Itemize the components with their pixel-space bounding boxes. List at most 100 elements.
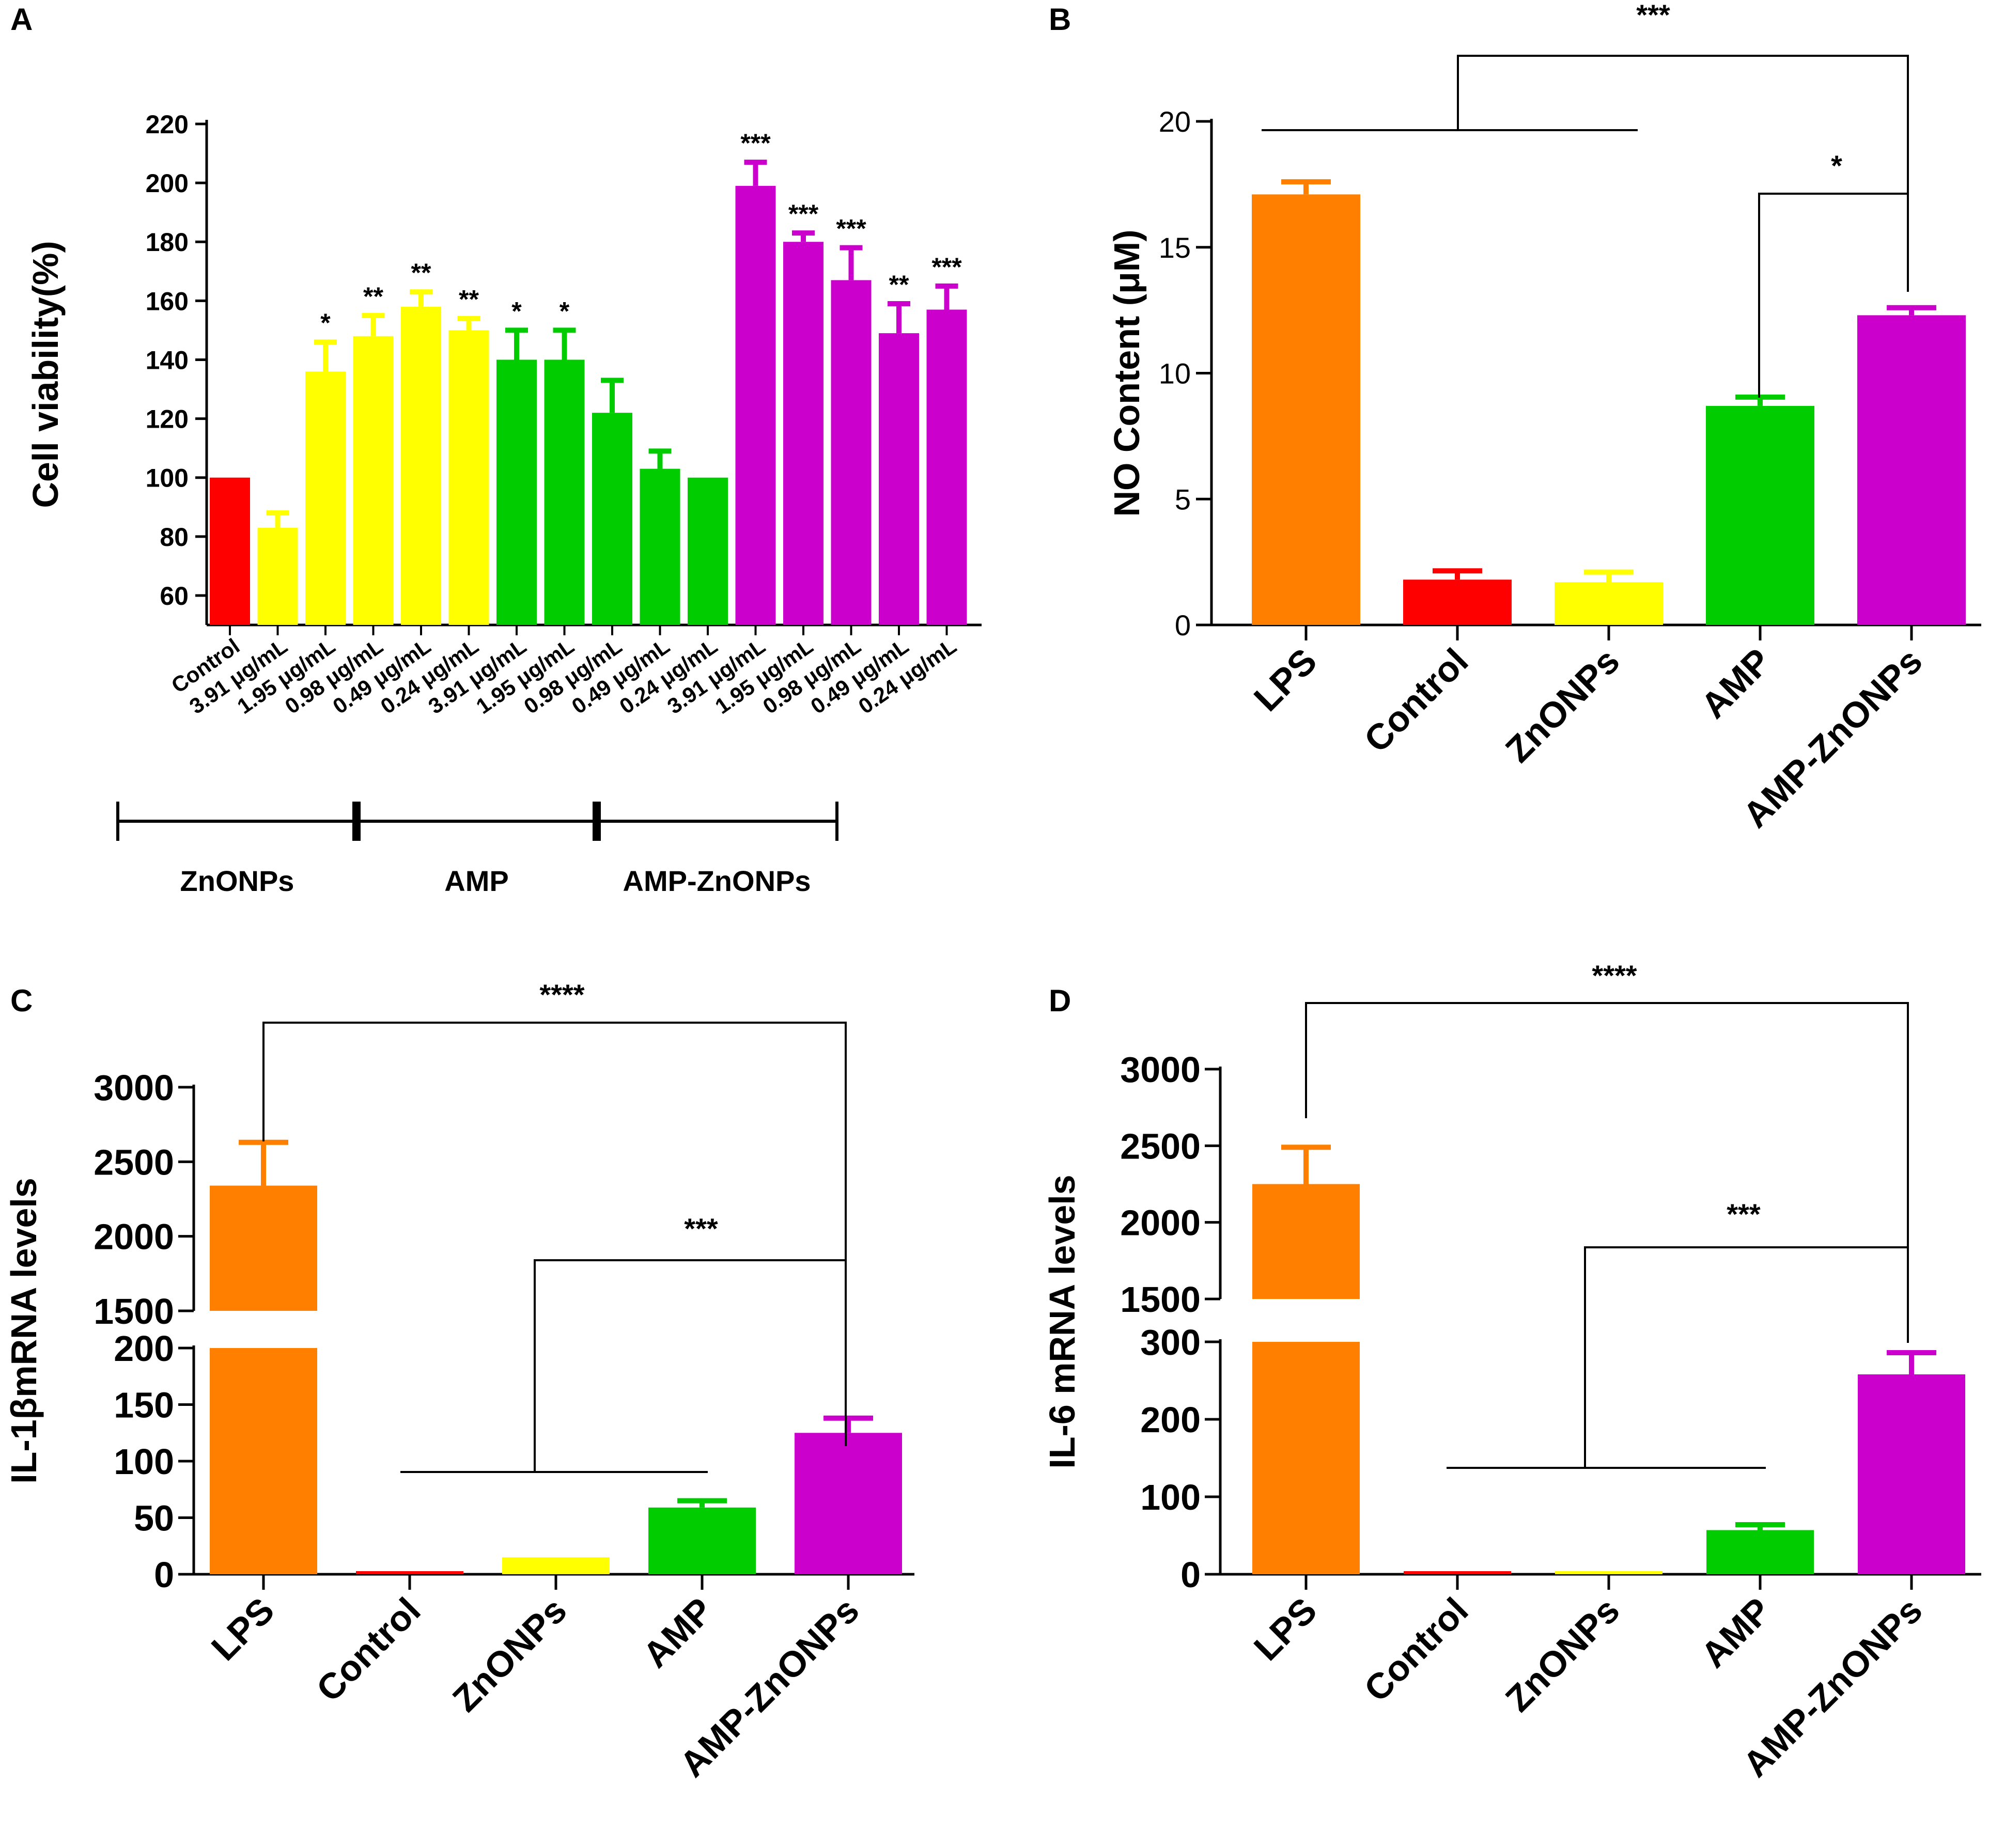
panel-b-no-content-chart: 0 5 10 15 20 NO Content (μM) LPS Control ZnONPs A… xyxy=(1107,0,1981,835)
bar xyxy=(257,527,298,625)
bar xyxy=(448,330,489,625)
y-axis-title: Cell viability(%) xyxy=(25,241,66,508)
y-tick-label: 100 xyxy=(114,1442,174,1482)
bar xyxy=(544,359,585,625)
x-tick-label: LPS xyxy=(1246,640,1324,718)
significance-label: *** xyxy=(740,129,771,158)
significance-label: ** xyxy=(363,282,383,311)
y-tick-label: 200 xyxy=(114,1328,174,1369)
y-tick-label: 2500 xyxy=(94,1142,174,1182)
bar xyxy=(1252,194,1360,625)
bar xyxy=(305,371,346,625)
y-tick-label: 0 xyxy=(154,1555,174,1595)
bracket-line xyxy=(534,1259,847,1472)
significance-label: *** xyxy=(684,1212,718,1245)
x-tick-label: Control xyxy=(1357,640,1476,760)
y-tick-label: 140 xyxy=(146,346,189,374)
y-tick-label: 160 xyxy=(146,287,189,316)
y-tick-label: 60 xyxy=(160,582,189,610)
x-tick-label: Control xyxy=(1357,1590,1476,1709)
significance-label: * xyxy=(320,308,331,337)
y-tick-label: 5 xyxy=(1175,483,1191,515)
bar xyxy=(1858,1374,1965,1574)
y-tick-label: 300 xyxy=(1140,1322,1201,1362)
bar-upper-segment xyxy=(210,1185,317,1311)
bar xyxy=(1706,405,1814,625)
y-tick-label: 3000 xyxy=(94,1068,174,1108)
y-tick-label: 100 xyxy=(1140,1477,1201,1517)
bar-lower-segment xyxy=(210,1348,317,1574)
group-label: ZnONPs xyxy=(180,865,294,897)
bar xyxy=(356,1571,463,1574)
y-tick-label: 120 xyxy=(146,405,189,434)
bar xyxy=(210,477,250,625)
x-tick-label: LPS xyxy=(1246,1590,1324,1668)
bar xyxy=(640,468,680,625)
y-tick-label: 2000 xyxy=(94,1217,174,1257)
bar xyxy=(783,242,823,625)
y-tick-label: 10 xyxy=(1159,357,1191,390)
y-tick-label: 80 xyxy=(160,523,189,552)
y-tick-label: 100 xyxy=(146,464,189,493)
y-tick-label: 15 xyxy=(1159,231,1191,264)
significance-label: *** xyxy=(931,253,962,281)
bar xyxy=(1404,1571,1511,1574)
significance-label: **** xyxy=(1592,959,1637,992)
bar xyxy=(926,309,967,625)
bar xyxy=(879,333,919,625)
bracket-line xyxy=(1758,193,1909,398)
bar xyxy=(831,280,872,625)
y-tick-label: 0 xyxy=(1180,1555,1201,1595)
y-tick-label: 1500 xyxy=(94,1291,174,1332)
significance-label: *** xyxy=(1727,1198,1761,1230)
y-tick-label: 50 xyxy=(134,1498,174,1539)
panel-label-a: A xyxy=(10,2,33,37)
significance-label: * xyxy=(1831,149,1842,182)
y-tick-label: 3000 xyxy=(1120,1050,1201,1090)
y-tick-label: 2500 xyxy=(1120,1126,1201,1166)
bracket-line xyxy=(262,1022,847,1260)
x-tick-label: ZnONPs xyxy=(445,1590,574,1719)
group-label: AMP-ZnONPs xyxy=(623,865,811,897)
panel-label-c: C xyxy=(10,983,33,1018)
bar xyxy=(502,1557,610,1574)
panel-a-cell-viability-chart: 60 80 100 120 140 160 180 200 220 Cell viability(… xyxy=(25,110,982,897)
significance-label: *** xyxy=(1636,0,1670,31)
bar xyxy=(1403,580,1512,625)
bar xyxy=(795,1433,902,1574)
y-tick-label: 2000 xyxy=(1120,1203,1201,1243)
panel-label-d: D xyxy=(1049,983,1071,1018)
bar xyxy=(353,336,394,625)
significance-label: **** xyxy=(539,978,584,1011)
bar xyxy=(592,413,632,625)
y-tick-label: 200 xyxy=(146,169,189,198)
group-label: AMP xyxy=(444,865,508,897)
bar xyxy=(1706,1530,1814,1574)
bar xyxy=(1857,315,1966,625)
bar xyxy=(496,359,537,625)
bracket-line xyxy=(1457,55,1909,292)
bracket-line xyxy=(1584,1246,1909,1468)
x-tick-label: LPS xyxy=(204,1590,282,1668)
panel-label-b: B xyxy=(1049,2,1071,37)
y-axis-title: IL-6 mRNA levels xyxy=(1042,1174,1082,1468)
y-tick-label: 180 xyxy=(146,228,189,257)
y-tick-label: 20 xyxy=(1159,105,1191,138)
y-tick-label: 150 xyxy=(114,1385,174,1426)
bar xyxy=(1555,1571,1662,1574)
x-tick-label: AMP xyxy=(1693,640,1778,726)
significance-label: ** xyxy=(411,258,431,287)
bar xyxy=(1555,582,1663,625)
x-tick-label: ZnONPs xyxy=(1498,1590,1627,1719)
x-tick-label: Control xyxy=(309,1590,428,1709)
y-tick-label: 220 xyxy=(146,110,189,139)
significance-label: * xyxy=(560,296,570,325)
bar-lower-segment xyxy=(1252,1342,1360,1574)
bracket-line xyxy=(1305,1002,1909,1343)
x-tick-label: ZnONPs xyxy=(1498,640,1627,770)
bar-upper-segment xyxy=(1252,1184,1360,1299)
y-axis-title: NO Content (μM) xyxy=(1107,229,1147,516)
